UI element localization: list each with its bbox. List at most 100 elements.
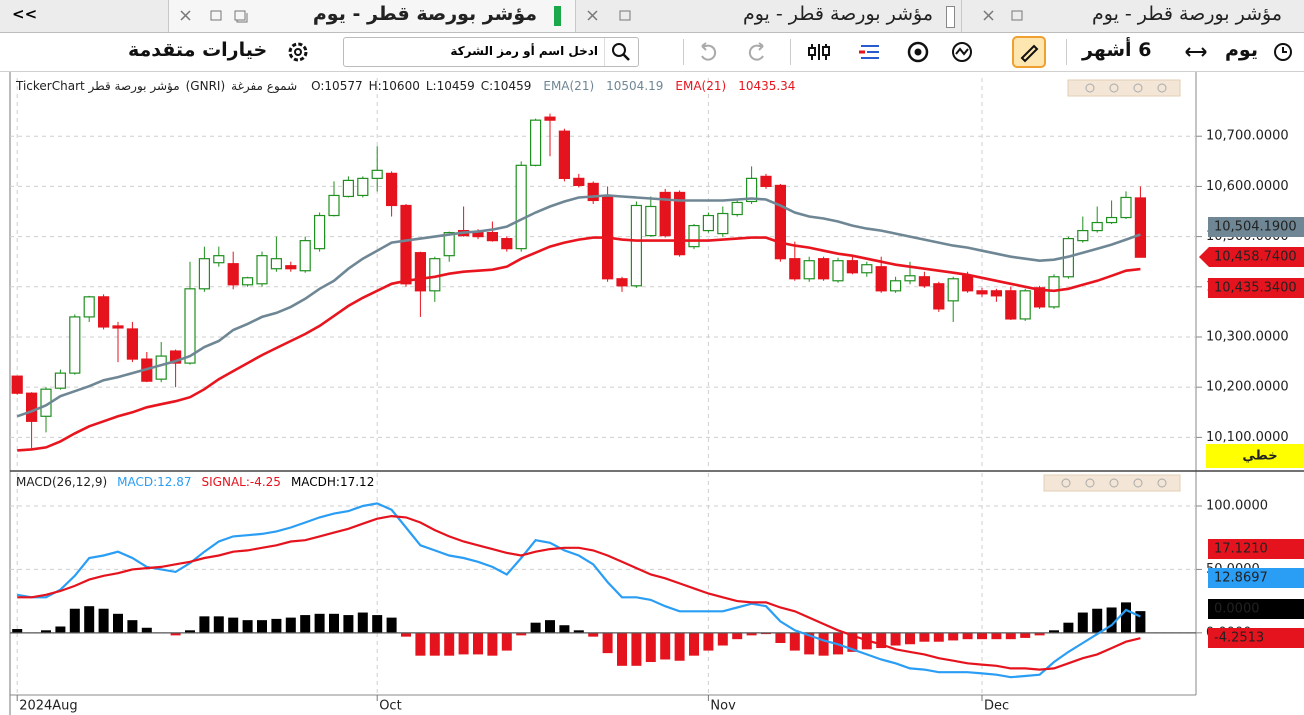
tab[interactable]: مؤشر بورصة قطر - يوم	[168, 0, 575, 32]
histogram-bar	[948, 632, 959, 641]
redo-icon[interactable]	[745, 42, 769, 62]
separator	[1066, 39, 1067, 65]
histogram-bar	[1034, 632, 1045, 636]
x-tick-label: 2024Aug	[19, 699, 77, 714]
plot-background	[10, 72, 1196, 715]
histogram-bar	[689, 632, 699, 656]
indicator-icon[interactable]	[950, 41, 974, 63]
candle-body	[1105, 216, 1118, 224]
candle-body	[774, 184, 787, 260]
advanced-options[interactable]: خيارات متقدمة	[128, 39, 268, 61]
y-tick-label: 10,700.0000	[1206, 129, 1289, 144]
y-tick-label: 10,200.0000	[1206, 380, 1289, 395]
scale-mode-label: خطي	[1242, 449, 1277, 464]
pane-control	[1085, 478, 1095, 488]
y-tick-label: 10,300.0000	[1206, 329, 1289, 344]
histogram-bar	[444, 632, 455, 656]
search-box[interactable]: ادخل اسم أو رمز الشركة	[343, 37, 639, 67]
search-icon[interactable]	[604, 38, 638, 66]
histogram-bar	[487, 632, 498, 656]
period-button[interactable]: يوم	[1225, 39, 1258, 61]
tab-title: مؤشر بورصة قطر - يوم	[312, 3, 537, 25]
undo-icon[interactable]	[696, 42, 720, 62]
candle-body	[846, 260, 859, 274]
histogram-bar	[703, 632, 714, 651]
levels-icon[interactable]	[857, 41, 883, 63]
tab-bar: << مؤشر بورصة قطر - يوم مؤشر بورصة قطر -…	[0, 0, 1304, 33]
histogram-bar	[401, 632, 411, 637]
histogram-bar	[1063, 622, 1074, 633]
alert-icon[interactable]	[906, 41, 930, 63]
histogram-bar	[170, 632, 181, 636]
pane-control	[1157, 478, 1167, 488]
pane-controls	[1043, 474, 1181, 492]
candle-body	[242, 277, 254, 286]
candle-body	[184, 288, 196, 364]
range-button[interactable]: 6 أشهر	[1082, 39, 1152, 61]
legend-ohlc: C:10459	[480, 79, 532, 93]
tab-marker	[554, 6, 561, 26]
scroll-tabs-button[interactable]: <<	[12, 5, 38, 23]
legend-value: 10435.34	[738, 79, 796, 93]
histogram-bar	[732, 632, 743, 640]
histogram-bar	[300, 615, 311, 633]
histogram-bar	[473, 632, 483, 655]
histogram-bar	[559, 625, 570, 633]
candle-body	[645, 205, 657, 237]
candle-body	[832, 260, 844, 282]
settings-icon[interactable]	[287, 41, 309, 63]
candle-body	[817, 258, 830, 280]
candle-body	[170, 350, 182, 364]
tab-icons	[587, 10, 631, 21]
draw-tool-button[interactable]	[1012, 36, 1046, 68]
x-tick-label: Dec	[984, 699, 1009, 714]
histogram-bar	[228, 617, 239, 633]
legend-value: 10504.19	[606, 79, 664, 93]
histogram-bar	[113, 613, 123, 633]
candle-body	[947, 278, 959, 302]
candle-body	[1134, 197, 1147, 258]
histogram-bar	[141, 627, 152, 633]
tab[interactable]: مؤشر بورصة قطر - يوم	[575, 0, 961, 32]
histogram-bar	[415, 632, 426, 656]
histogram-bar	[545, 620, 555, 633]
legend-ohlc: L:10459	[425, 79, 475, 93]
candle-body	[1005, 290, 1017, 320]
candle-body	[904, 275, 916, 282]
pane-controls	[1067, 79, 1181, 97]
candle-body	[1033, 287, 1046, 308]
histogram-bar	[573, 630, 584, 633]
pane-controls-bg	[1043, 474, 1181, 492]
histogram-bar	[631, 632, 642, 666]
tab-title: مؤشر بورصة قطر - يوم	[742, 3, 933, 25]
candle-body	[83, 296, 95, 318]
tab[interactable]: مؤشر بورصة قطر - يوم	[961, 0, 1304, 32]
legend-series: EMA(21)	[543, 79, 595, 93]
histogram-bar	[12, 629, 23, 633]
histogram-bar	[674, 632, 685, 661]
candle-body	[961, 275, 974, 292]
histogram-bar	[343, 615, 354, 633]
histogram-bar	[1135, 611, 1146, 633]
histogram-bar	[329, 613, 339, 633]
candle-body	[616, 278, 628, 287]
legend-series: MACDH:17.12	[290, 475, 375, 489]
histogram-bar	[602, 632, 613, 654]
price-badge	[1208, 217, 1304, 237]
candle-body	[414, 252, 426, 292]
histogram-bar	[242, 620, 253, 633]
legend-info: TickerChart مؤشر بورصة قطر	[16, 79, 180, 93]
candle-body	[270, 258, 282, 270]
candle-body	[933, 283, 945, 310]
candle-body	[126, 328, 139, 360]
candle-body	[213, 255, 225, 264]
chart-type-icon[interactable]	[806, 41, 832, 63]
histogram-bar	[1077, 612, 1088, 633]
pane-controls-bg	[1067, 79, 1181, 97]
histogram-bar	[357, 612, 368, 633]
candle-body	[198, 258, 210, 290]
macd-line	[17, 502, 1141, 679]
histogram-bar	[530, 622, 541, 633]
pane-control	[1133, 478, 1143, 488]
